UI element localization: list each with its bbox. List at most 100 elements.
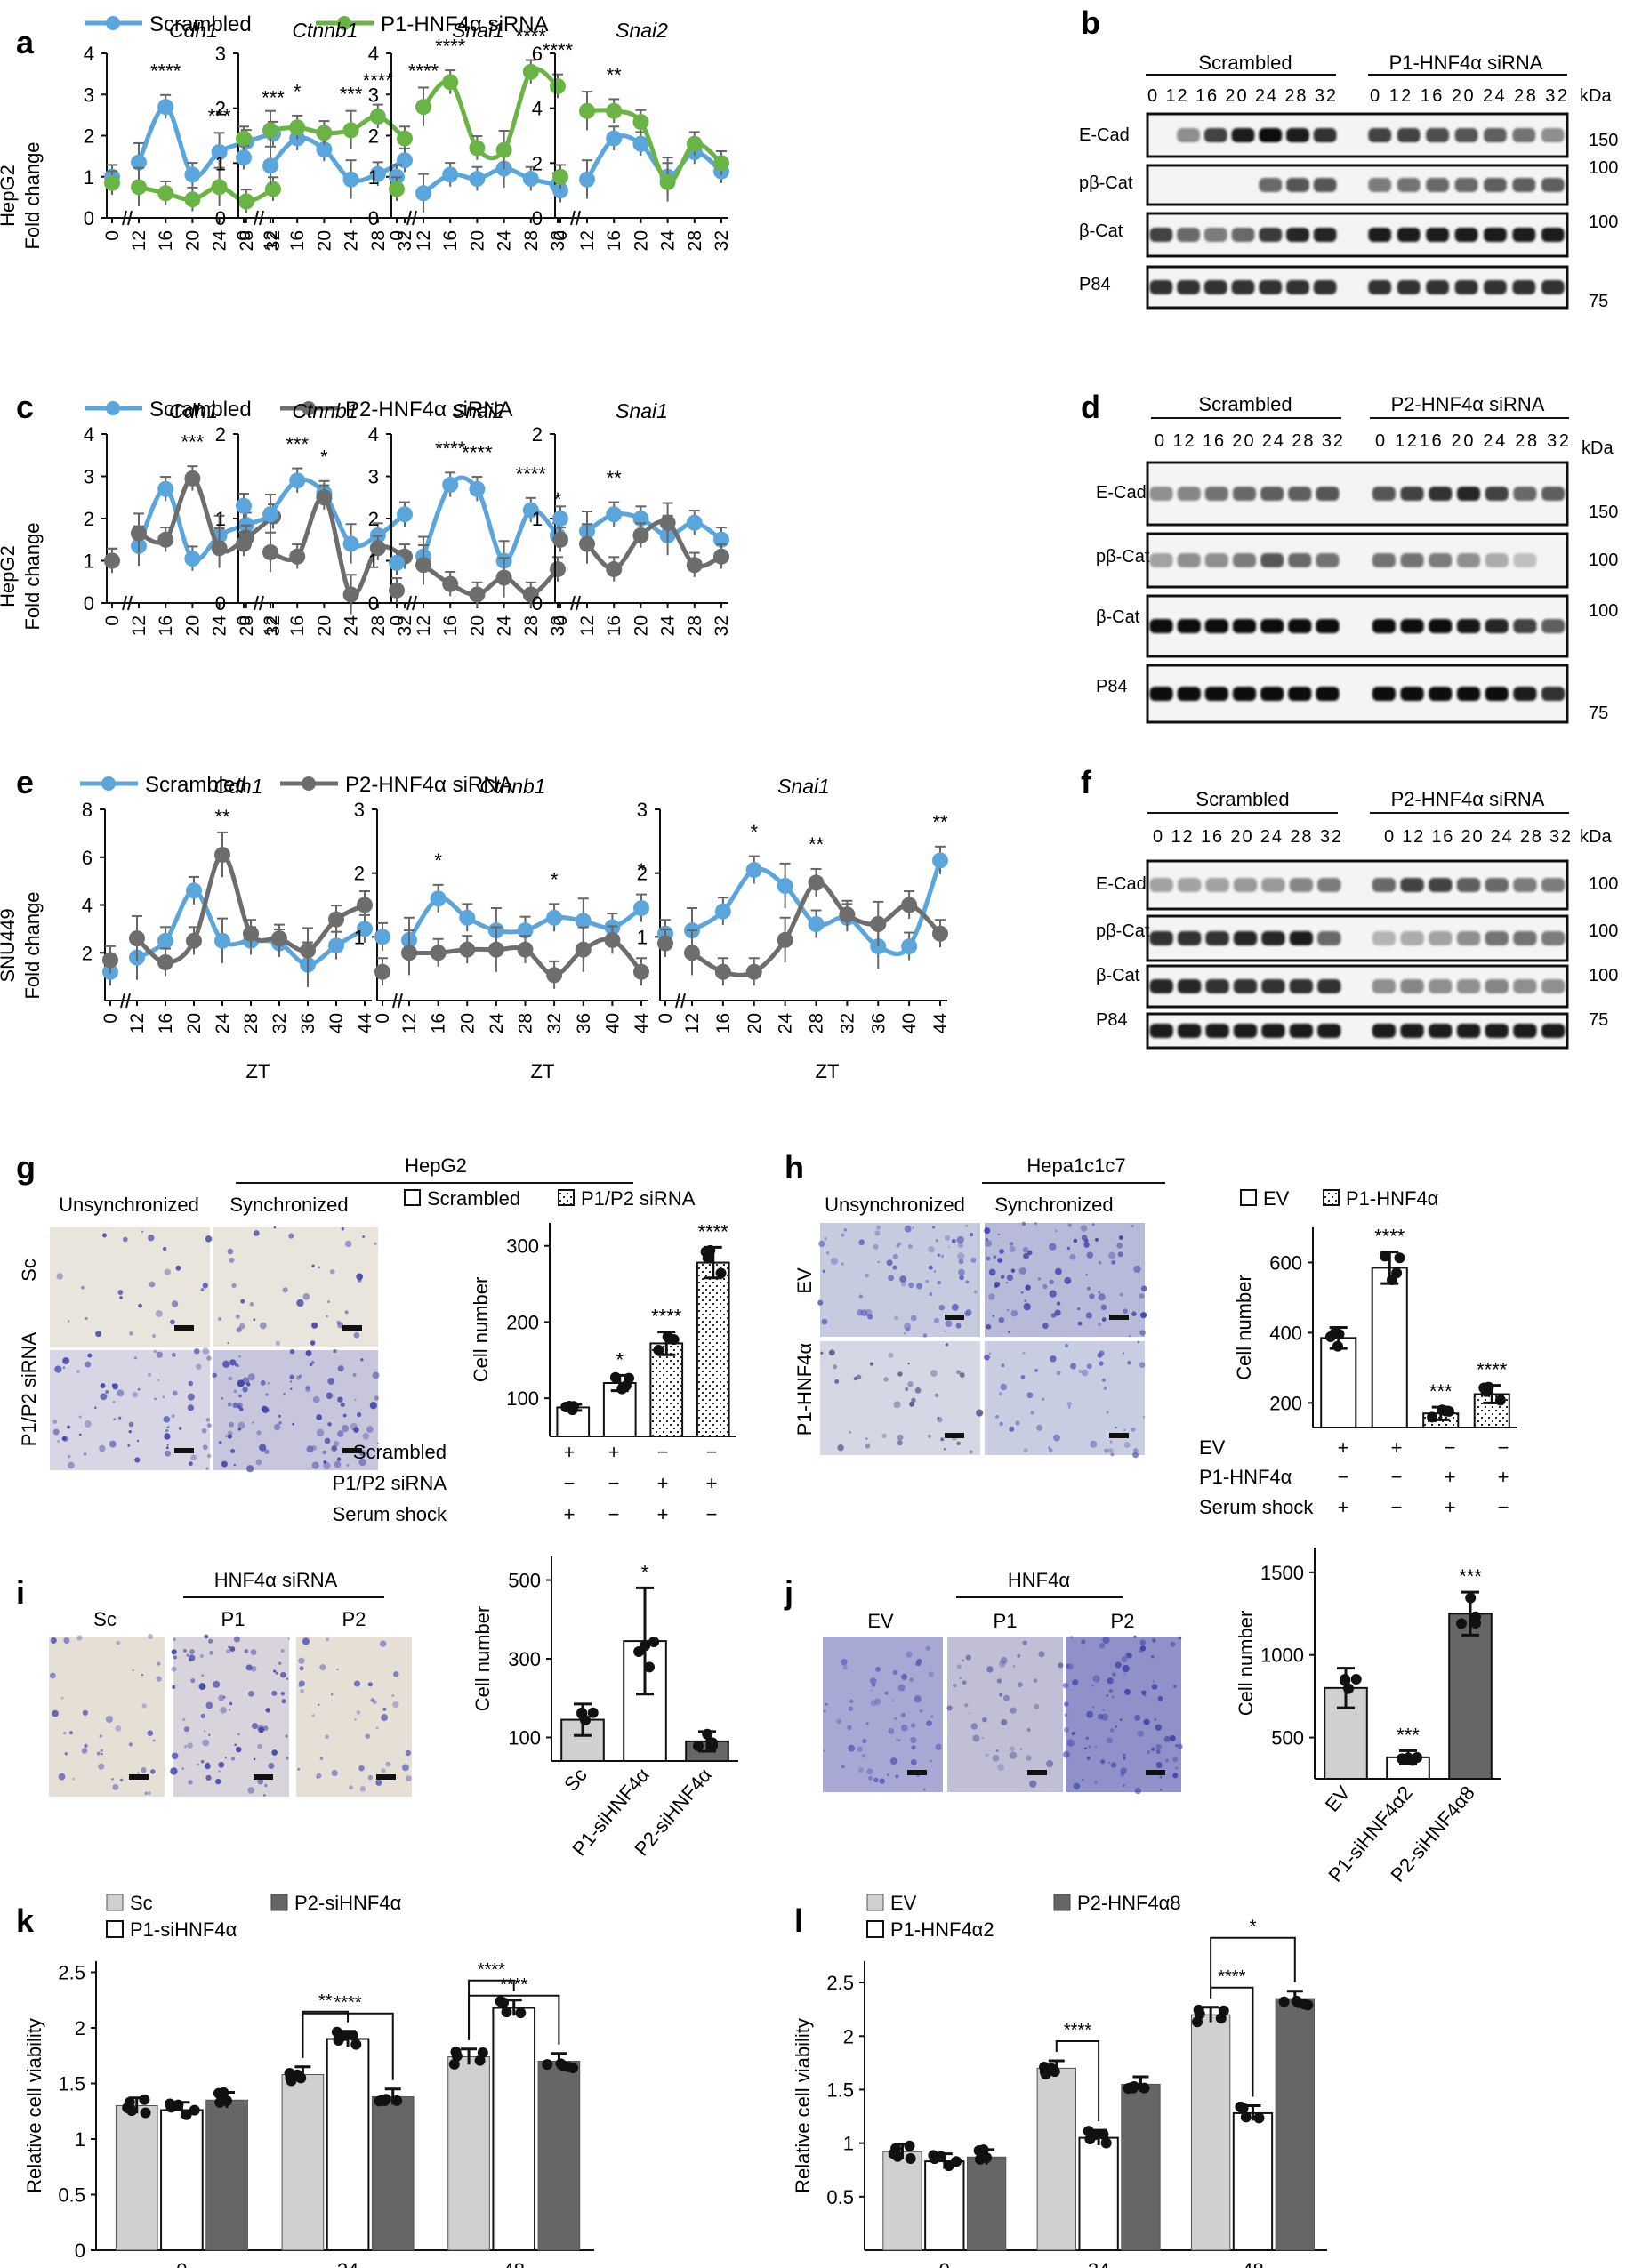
replicate-dot	[1046, 2063, 1058, 2074]
axis-break	[127, 210, 133, 226]
chart-title: Snai1	[777, 775, 830, 798]
cell-dot	[944, 1235, 951, 1241]
cell-dot	[1036, 1424, 1043, 1431]
cell-dot	[888, 1727, 895, 1734]
cell-dot	[116, 1640, 121, 1645]
x-tick-label: 40	[899, 1013, 920, 1033]
cell-dot	[227, 1248, 234, 1255]
cell-dot	[915, 1283, 922, 1290]
cell-dot	[237, 1427, 242, 1431]
cell-dot	[870, 1689, 873, 1692]
cell-dot	[375, 1779, 382, 1786]
cell-dot	[997, 1764, 1005, 1772]
significance-label: *	[434, 849, 442, 872]
cell-dot	[67, 1425, 71, 1429]
x-tick-label: 44	[355, 1013, 375, 1034]
axis-break	[127, 595, 133, 611]
significance-label: ****	[698, 1220, 729, 1243]
cell-dot	[877, 1260, 880, 1264]
cell-dot	[262, 1794, 266, 1797]
scale-bar	[1109, 1315, 1129, 1320]
blot-band	[1261, 878, 1285, 892]
cell-dot	[356, 1273, 364, 1281]
blot-band	[1149, 619, 1173, 633]
cell-dot	[163, 1246, 167, 1251]
y-axis-label: Cell number	[1233, 1275, 1255, 1380]
legend-e: Scrambled P2-HNF4α siRNA	[80, 773, 513, 797]
data-point	[713, 155, 729, 172]
cell-dot	[369, 1402, 377, 1410]
replicate-dot	[350, 2039, 362, 2050]
panel-label-a: a	[16, 24, 35, 60]
cell-dot	[205, 1701, 213, 1709]
data-point	[686, 514, 703, 531]
cell-dot	[344, 1310, 349, 1315]
cell-dot	[865, 1444, 871, 1449]
cell-dot	[376, 1442, 379, 1444]
blot-band	[1232, 619, 1257, 633]
cell-dot	[907, 1381, 914, 1387]
cell-dot	[1133, 1448, 1139, 1453]
cell-dot	[311, 1461, 319, 1469]
cell-dot	[1022, 1351, 1026, 1355]
ylabel-e-cell: SNU449	[0, 908, 19, 982]
cond-g-r2-c1: −	[564, 1472, 576, 1494]
cond-g-r1-c2: +	[608, 1441, 620, 1463]
cell-dot	[271, 1749, 278, 1756]
cell-dot	[1024, 1299, 1027, 1303]
cell-dot	[300, 1689, 304, 1693]
cell-dot	[1012, 1664, 1016, 1668]
significance-label: ****	[1477, 1359, 1508, 1381]
legend-a: Scrambled P1-HNF4α siRNA	[85, 12, 549, 36]
blot-band	[1429, 878, 1453, 892]
cell-dot	[997, 1258, 1003, 1263]
cell-dot	[1084, 1747, 1087, 1750]
y-tick-label: 2	[215, 423, 226, 446]
data-point	[129, 930, 145, 947]
cell-dot	[405, 1749, 412, 1757]
micro-h-labels: Hepa1c1c7 Unsynchronized Synchronized EV…	[793, 1154, 1165, 1436]
blot-band	[1372, 931, 1397, 945]
cell-dot	[1086, 1710, 1094, 1718]
cell-dot	[333, 1349, 337, 1354]
replicate-dot	[122, 2102, 133, 2113]
cell-dot	[260, 1379, 266, 1386]
cell-dot	[1062, 1682, 1069, 1689]
y-tick-label: 300	[508, 1648, 541, 1670]
blot-band	[1426, 280, 1449, 294]
cell-dot	[912, 1226, 914, 1229]
cell-dot	[273, 1226, 277, 1229]
x-tick-label: 28	[237, 615, 257, 636]
x-tick-label: 24	[776, 1013, 796, 1034]
data-point	[289, 472, 306, 489]
cell-dot	[218, 1761, 225, 1768]
cell-dot	[1029, 1780, 1037, 1789]
data-point	[552, 511, 568, 527]
cell-dot	[892, 1265, 897, 1270]
cell-dot	[165, 1428, 169, 1433]
blot-band	[1541, 687, 1566, 701]
data-point	[522, 171, 539, 188]
cell-dot	[1018, 1267, 1026, 1275]
blot-f-mw-2: 100	[1589, 921, 1618, 941]
bar	[1121, 2083, 1161, 2251]
cell-dot	[60, 1696, 64, 1700]
blot-band	[1149, 228, 1173, 242]
blot-band	[1456, 878, 1481, 892]
blot-band	[1259, 128, 1283, 142]
cell-dot	[897, 1684, 906, 1692]
cell-dot	[310, 1340, 316, 1346]
cell-dot	[278, 1414, 281, 1418]
blot-band	[1512, 128, 1536, 142]
cell-dot	[342, 1413, 347, 1418]
cell-dot	[242, 1387, 248, 1393]
conditions-h: EV P1-HNF4α Serum shock + + − − − − + + …	[1199, 1436, 1509, 1518]
cell-dot	[205, 1418, 210, 1422]
y-tick-label: 100	[506, 1387, 539, 1410]
cell-dot	[392, 1701, 399, 1709]
replicate-dot	[515, 2007, 527, 2019]
cell-dot	[166, 1444, 169, 1446]
cell-dot	[67, 1454, 71, 1459]
data-point	[104, 552, 120, 569]
